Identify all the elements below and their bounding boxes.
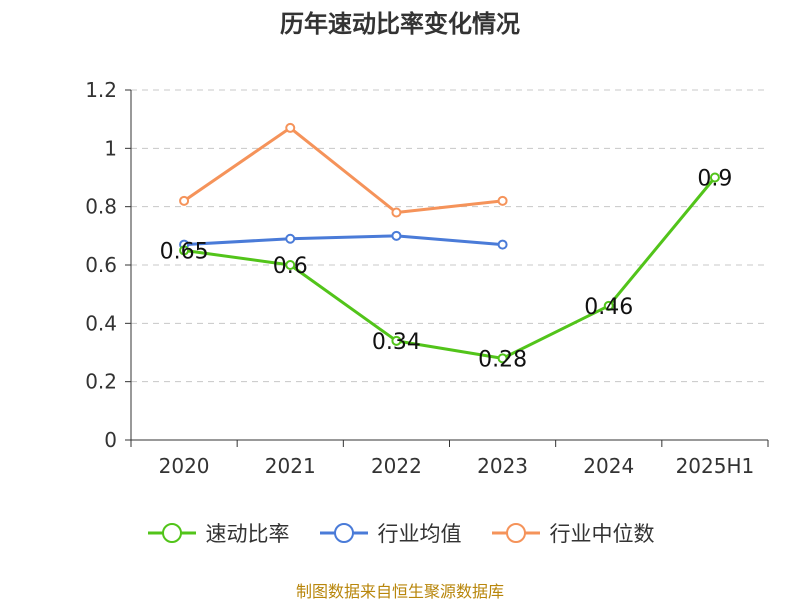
legend-item: 行业中位数 <box>490 518 655 548</box>
data-point <box>179 245 190 256</box>
legend-label: 行业均值 <box>377 522 462 546</box>
data-point <box>603 300 614 311</box>
y-tick-label: 0.8 <box>85 195 117 219</box>
source-note: 制图数据来自恒生聚源数据库 <box>295 582 504 601</box>
legend-swatch <box>147 523 196 543</box>
y-tick-label: 0 <box>104 428 117 452</box>
data-label: 0.65 <box>160 239 209 264</box>
data-label: 0.46 <box>584 295 633 320</box>
legend-item: 速动比率 <box>146 518 290 548</box>
x-tick-label: 2022 <box>371 454 422 478</box>
y-tick-label: 1.2 <box>85 78 117 102</box>
data-point <box>285 122 296 133</box>
chart-title: 历年速动比率变化情况 <box>280 10 520 38</box>
x-tick-label: 2020 <box>159 454 210 478</box>
chart-plot: 0 0.2 0.4 0.6 0.8 1 1.2 2020 2021 2022 2023 2024 202… <box>85 78 769 478</box>
data-label: 0.28 <box>478 347 527 372</box>
legend: 速动比率 行业均值 行业中位数 <box>0 518 800 548</box>
x-tick-label: 2024 <box>583 454 634 478</box>
data-point <box>285 260 296 270</box>
legend-item: 行业均值 <box>318 518 462 548</box>
data-label: 0.9 <box>697 167 732 192</box>
data-label: 0.34 <box>372 330 421 355</box>
data-point <box>709 172 720 183</box>
legend-swatch <box>319 523 368 543</box>
data-point <box>497 239 508 250</box>
y-tick-label: 0.4 <box>85 311 117 335</box>
data-point <box>179 195 190 206</box>
legend-swatch <box>491 523 540 543</box>
data-point <box>497 195 508 206</box>
series-line <box>183 126 503 214</box>
legend-label: 行业中位数 <box>549 522 655 546</box>
data-point <box>391 230 402 241</box>
data-point <box>285 233 296 244</box>
y-tick-label: 0.2 <box>85 370 117 394</box>
y-tick-label: 0.6 <box>85 253 117 277</box>
y-tick-label: 1 <box>104 136 117 160</box>
series-line <box>184 234 503 247</box>
data-point <box>497 353 508 364</box>
series-line <box>183 176 717 360</box>
x-tick-label: 2025H1 <box>676 454 755 478</box>
legend-label: 速动比率 <box>205 522 290 546</box>
data-label: 0.6 <box>273 254 308 279</box>
data-point <box>391 335 402 346</box>
x-tick-label: 2021 <box>265 454 316 478</box>
x-tick-label: 2023 <box>477 454 528 478</box>
data-point <box>391 207 402 218</box>
